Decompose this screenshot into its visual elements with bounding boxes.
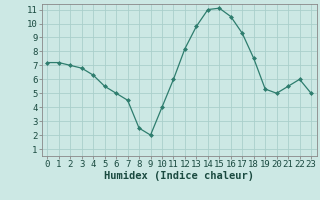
X-axis label: Humidex (Indice chaleur): Humidex (Indice chaleur) (104, 171, 254, 181)
